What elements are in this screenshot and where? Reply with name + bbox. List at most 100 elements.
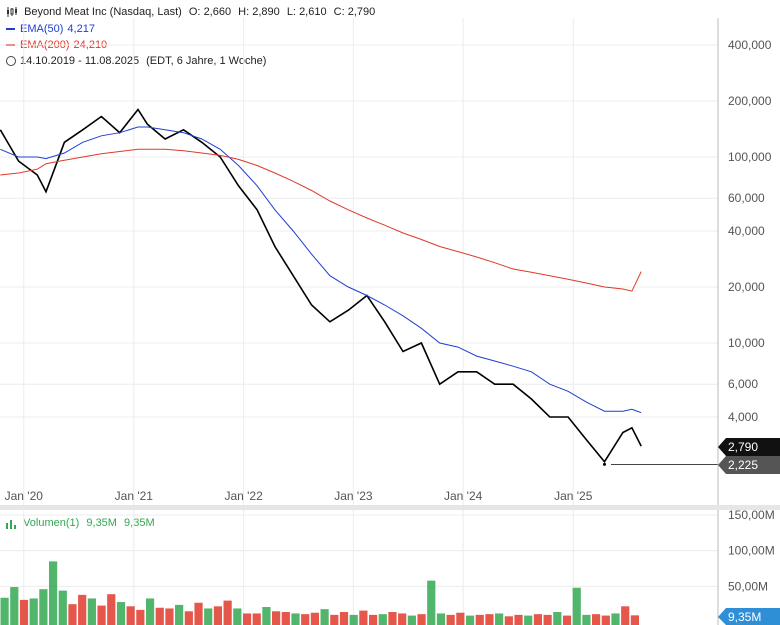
low-label: L:	[286, 6, 296, 18]
volume-bar	[388, 612, 397, 625]
volume-value-2: 9,35M	[124, 517, 155, 529]
volume-bar	[145, 598, 155, 625]
candle-chart-icon	[6, 7, 18, 18]
volume-bar	[465, 615, 475, 625]
ema50-label: EMA(50)	[20, 23, 64, 35]
high-label: H:	[238, 6, 250, 18]
low-point	[603, 462, 607, 466]
volume-bar	[446, 614, 455, 625]
volume-bar	[456, 612, 465, 625]
volume-bar	[107, 594, 116, 625]
volume-tick-label: 100,00M	[728, 544, 775, 558]
time-tick-label: Jan '20	[5, 489, 44, 503]
ema50-value: 4,217	[67, 23, 95, 35]
volume-bar	[291, 613, 300, 625]
volume-bar	[97, 605, 106, 625]
time-tick-label: Jan '22	[224, 489, 263, 503]
volume-bar	[427, 580, 436, 625]
price-tick-label: 400,000	[728, 38, 772, 52]
volume-value-1: 9,35M	[86, 517, 117, 529]
ema50-swatch	[6, 28, 15, 31]
volume-bar	[175, 604, 184, 625]
volume-bar	[368, 614, 378, 625]
low-price-tag-text: 2,225	[728, 458, 758, 472]
open-label: O:	[188, 6, 201, 18]
volume-bar	[242, 613, 252, 625]
ema50-legend[interactable]: EMA(50) 4,217	[6, 22, 95, 36]
panel-separator	[0, 505, 780, 510]
last-price-tag: 2,790	[718, 438, 780, 456]
volume-bar	[184, 611, 193, 625]
close-label: C:	[333, 6, 345, 18]
volume-bar	[252, 613, 261, 625]
volume-header: Volumen(1) 9,35M 9,35M	[6, 516, 155, 530]
volume-bar	[417, 614, 426, 625]
last-price-tag-text: 2,790	[728, 440, 758, 454]
volume-bar	[10, 587, 19, 625]
volume-bar	[504, 616, 513, 625]
volume-bar	[136, 609, 145, 625]
open-value: 2,660	[203, 6, 232, 18]
volume-bar	[272, 611, 281, 625]
volume-bar	[48, 561, 58, 625]
range-note: (EDT, 6 Jahre, 1 Woche)	[146, 55, 267, 67]
high-value: 2,890	[252, 6, 280, 18]
volume-bar	[213, 606, 223, 625]
volume-bar	[495, 613, 504, 625]
close-value: 2,790	[347, 6, 376, 18]
time-tick-label: Jan '24	[444, 489, 483, 503]
volume-tag-text: 9,35M	[728, 610, 761, 624]
date-range: 14.10.2019 - 11.08.2025 (EDT, 6 Jahre, 1…	[6, 54, 266, 68]
price-tick-label: 60,000	[728, 191, 765, 205]
volume-bar	[126, 606, 135, 625]
volume-bar	[543, 614, 552, 625]
volume-bar	[398, 613, 407, 625]
low-value: 2,610	[299, 6, 327, 18]
volume-label: Volumen(1)	[23, 517, 80, 529]
volume-bar	[562, 615, 572, 625]
volume-bar	[436, 613, 446, 625]
volume-bar	[592, 614, 601, 625]
price-tick-label: 200,000	[728, 94, 772, 108]
volume-bar	[339, 612, 349, 625]
volume-bar	[29, 598, 38, 625]
ema50-line	[0, 126, 642, 414]
volume-bar	[359, 610, 368, 625]
volume-bar	[378, 614, 387, 625]
volume-tag: 9,35M	[718, 608, 780, 625]
volume-bars	[0, 561, 639, 625]
time-tick-label: Jan '25	[554, 489, 593, 503]
volume-bar	[582, 614, 591, 625]
volume-bar-icon	[6, 519, 16, 529]
volume-bar	[572, 587, 581, 625]
price-tick-label: 100,000	[728, 150, 772, 164]
volume-bar	[0, 597, 9, 625]
volume-bar	[223, 600, 232, 625]
volume-bar	[19, 599, 29, 625]
volume-bar	[475, 614, 484, 625]
chart-header: Beyond Meat Inc (Nasdaq, Last) O: 2,660 …	[6, 5, 375, 19]
time-tick-label: Jan '21	[115, 489, 154, 503]
volume-bar	[514, 614, 523, 625]
volume-bar	[194, 602, 203, 625]
price-series-line	[0, 108, 642, 464]
volume-bar	[330, 614, 339, 625]
volume-bar	[630, 615, 639, 625]
volume-bar	[39, 589, 48, 625]
volume-bar	[621, 606, 630, 625]
volume-bar	[533, 614, 543, 625]
volume-bar	[116, 602, 126, 625]
volume-bar	[204, 608, 213, 625]
volume-bar	[87, 598, 96, 625]
volume-bar	[320, 609, 329, 625]
volume-bar	[310, 612, 319, 625]
volume-tick-label: 150,00M	[728, 508, 775, 522]
volume-bar	[68, 604, 77, 625]
price-tick-label: 4,000	[728, 410, 758, 424]
volume-bar	[58, 590, 67, 625]
volume-bar	[553, 612, 562, 625]
time-tick-label: Jan '23	[334, 489, 373, 503]
volume-bar	[407, 615, 416, 625]
volume-bar	[78, 594, 87, 625]
